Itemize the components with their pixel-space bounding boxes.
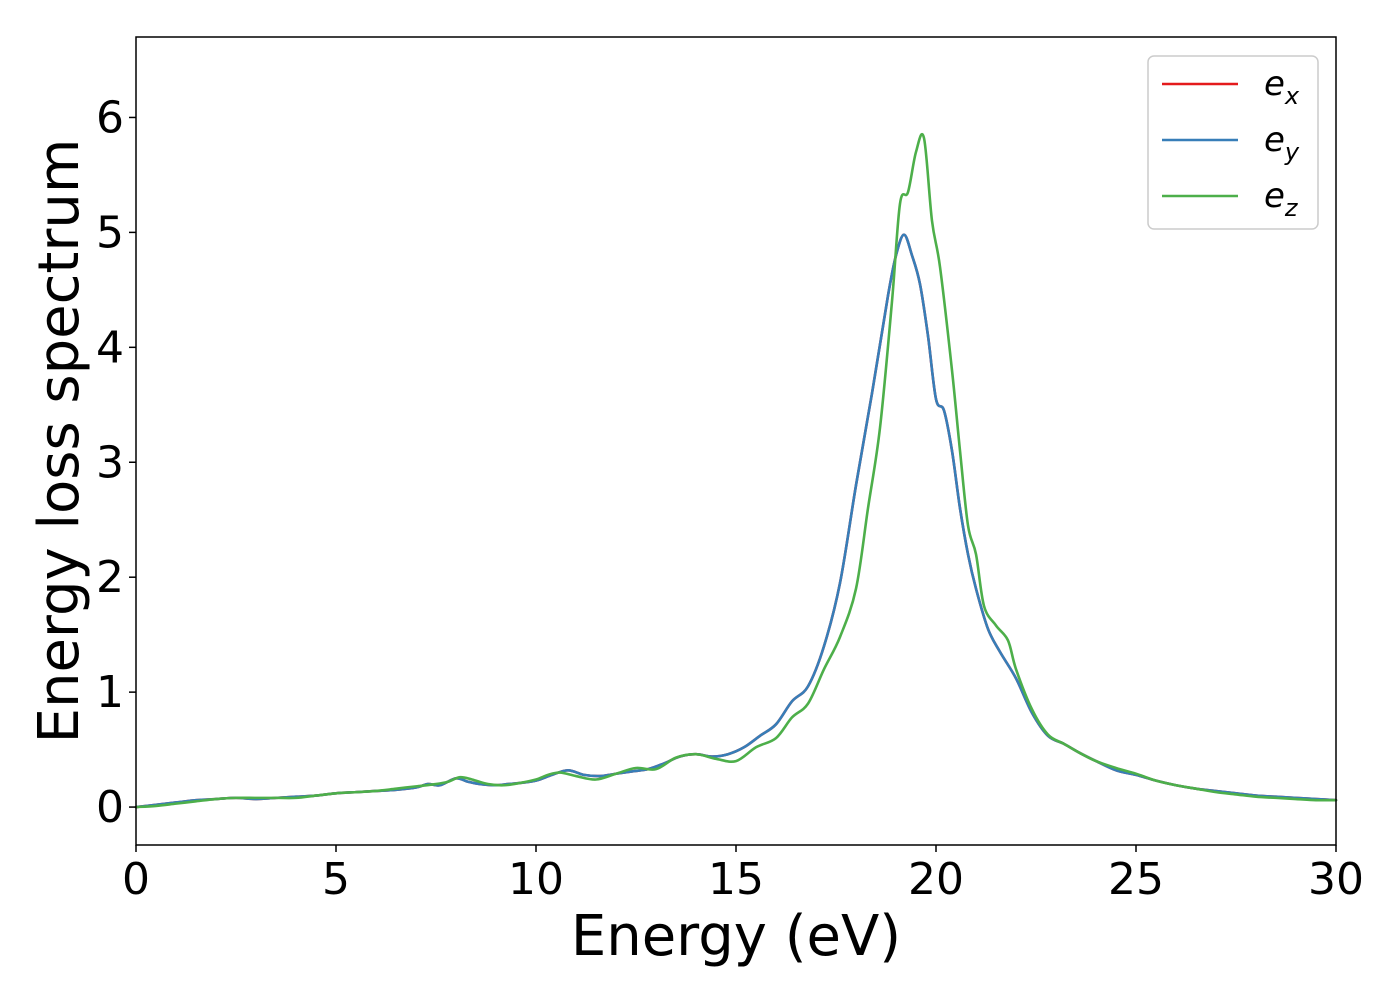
x-tick-label: 20 [908,854,964,905]
x-tick-label: 10 [508,854,564,905]
legend-label-base: e [1264,176,1285,216]
legend-label-base: e [1264,64,1285,104]
x-tick-label: 0 [122,854,150,905]
series-layer [134,132,1338,809]
x-axis-ticks: 0 5 10 15 20 25 30 [122,845,1364,905]
x-axis-label: Energy (eV) [571,904,901,969]
legend-label-subscript: x [1284,82,1300,110]
series-line-e-z [134,132,1338,809]
y-axis-label: Energy loss spectrum [27,139,92,744]
y-tick-label: 4 [96,322,124,373]
legend-label-subscript: y [1284,138,1300,166]
legend-label-x: ex [1264,64,1300,110]
y-axis-ticks: 0 1 2 3 4 5 6 [96,92,136,833]
legend-box [1147,55,1319,230]
y-tick-label: 5 [96,207,124,258]
legend-label-y: ey [1264,120,1300,166]
legend-label-base: e [1264,120,1285,160]
y-tick-label: 1 [96,667,124,718]
x-tick-label: 5 [322,854,350,905]
legend-label-subscript: z [1284,194,1299,222]
legend-label-z: ez [1264,176,1299,222]
plot-background [136,37,1336,845]
y-tick-label: 2 [96,552,124,603]
y-tick-label: 3 [96,437,124,488]
y-tick-label: 0 [96,782,124,833]
x-tick-label: 15 [708,854,764,905]
x-tick-label: 30 [1308,854,1364,905]
y-tick-label: 6 [96,92,124,143]
x-tick-label: 25 [1108,854,1164,905]
